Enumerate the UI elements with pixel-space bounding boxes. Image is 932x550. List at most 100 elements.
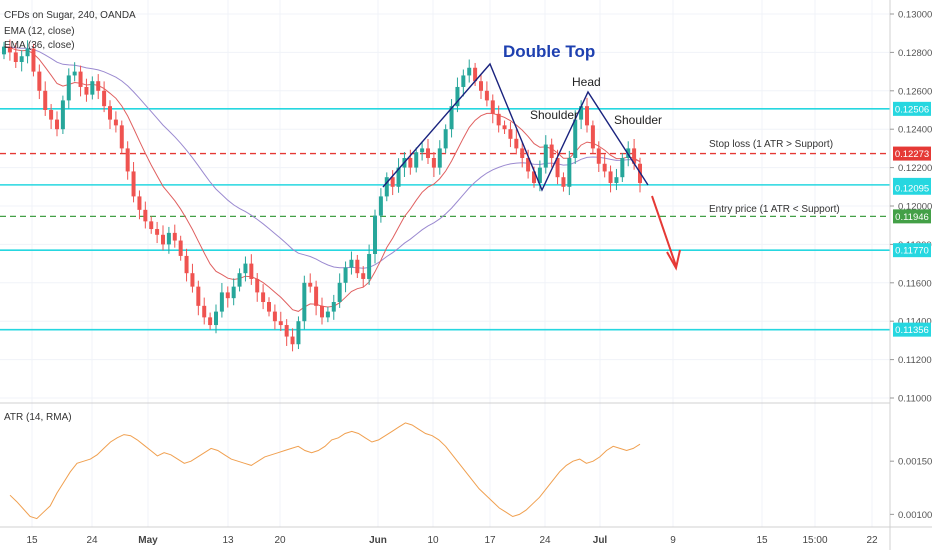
- candle-body: [555, 158, 560, 178]
- candle-body: [267, 302, 271, 312]
- pattern-title: Double Top: [503, 42, 595, 61]
- price-tick-label: 0.12800: [898, 48, 932, 59]
- level-badge: [893, 209, 931, 224]
- candle-body: [208, 317, 213, 326]
- time-tick-label: 24: [539, 535, 551, 546]
- candle-body: [278, 321, 283, 326]
- candle-body: [237, 273, 242, 287]
- candle-body: [19, 56, 24, 62]
- candle-body: [514, 138, 519, 149]
- candle-body: [461, 75, 466, 87]
- time-tick-label: 20: [274, 535, 286, 546]
- candle-body: [25, 48, 30, 57]
- time-tick-label: Jun: [369, 535, 387, 546]
- candle-body: [632, 148, 637, 164]
- time-tick-label: 10: [427, 535, 439, 546]
- ema-36-line: [3, 46, 641, 269]
- candle-body: [384, 177, 389, 197]
- candle-body: [320, 305, 324, 318]
- candle-body: [231, 286, 236, 299]
- shoulder-left-label: Shoulder: [530, 108, 578, 122]
- candle-body: [190, 273, 195, 287]
- time-tick-label: 15: [756, 535, 768, 546]
- time-tick-label: 24: [86, 535, 98, 546]
- candle-body: [573, 119, 578, 158]
- candle-body: [608, 171, 613, 183]
- time-tick-label: 9: [670, 535, 676, 546]
- time-tick-label: 13: [222, 535, 234, 546]
- candle-body: [467, 67, 472, 76]
- candle-body: [367, 254, 372, 279]
- candle-body: [137, 196, 142, 210]
- candle-body: [113, 119, 118, 126]
- candle-body: [60, 100, 65, 130]
- candle-body: [420, 148, 425, 153]
- candle-body: [325, 311, 330, 318]
- candle-body: [496, 113, 501, 126]
- atr-tick-label: 0.00100: [898, 510, 932, 521]
- time-tick-label: May: [138, 535, 158, 546]
- candle-body: [373, 215, 377, 254]
- candle-body: [202, 305, 207, 318]
- candle-body: [214, 311, 218, 326]
- candle-body: [7, 46, 12, 53]
- price-tick-label: 0.12000: [898, 202, 932, 213]
- candle-body: [479, 81, 483, 91]
- time-tick-label: 15: [26, 535, 38, 546]
- level-badge-label: 0.11770: [895, 246, 929, 257]
- candle-body: [443, 129, 448, 149]
- candle-body: [390, 177, 395, 187]
- candle-body: [31, 48, 36, 72]
- candle-body: [378, 196, 383, 216]
- candle-body: [414, 152, 419, 168]
- candle-body: [102, 90, 107, 107]
- price-axis[interactable]: 0.13000 0.12800 0.12600 0.12400 0.12200 0.120…: [890, 10, 932, 405]
- candle-body: [431, 158, 436, 168]
- level-badge-label: 0.11356: [895, 325, 929, 336]
- candle-body: [43, 90, 48, 110]
- atr-tick-label: 0.00150: [898, 457, 932, 468]
- symbol-title: CFDs on Sugar, 240, OANDA: [4, 10, 136, 21]
- candle-body: [579, 106, 584, 120]
- candle-body: [131, 171, 136, 197]
- candle-body: [55, 119, 59, 130]
- candle-body: [172, 232, 177, 241]
- candle-body: [143, 209, 148, 222]
- candle-body: [455, 86, 460, 107]
- candle-body: [155, 229, 160, 235]
- time-axis[interactable]: 15 24 May 13 20 Jun 10 17 24 Jul 9 15 15:00 22: [26, 535, 878, 546]
- candle-body: [272, 311, 277, 322]
- price-tick-label: 0.12600: [898, 86, 932, 97]
- candle-body: [561, 177, 566, 187]
- time-tick-label: 22: [866, 535, 878, 546]
- atr-line: [9, 422, 641, 520]
- atr-legend: ATR (14, RMA): [4, 412, 72, 423]
- candle-body: [620, 158, 625, 178]
- candle-body: [2, 46, 6, 55]
- projection-arrow: [651, 195, 681, 271]
- candle-body: [526, 158, 531, 172]
- candle-body: [543, 144, 548, 168]
- candle-body: [219, 292, 224, 312]
- candle-body: [361, 273, 366, 279]
- candle-body: [349, 259, 354, 268]
- atr-axis[interactable]: 0.00150 0.00100: [890, 457, 932, 521]
- candle-body: [66, 75, 71, 101]
- candlesticks: [2, 39, 642, 352]
- level-badge: [893, 101, 931, 116]
- grid-lines: [0, 0, 890, 527]
- candle-body: [585, 106, 589, 126]
- candle-body: [72, 71, 77, 76]
- candle-body: [302, 282, 307, 322]
- candle-body: [490, 100, 495, 114]
- candle-body: [255, 278, 260, 293]
- price-tick-label: 0.12400: [898, 125, 932, 136]
- candle-body: [225, 292, 230, 299]
- candle-body: [78, 71, 83, 87]
- candle-body: [161, 234, 165, 245]
- price-tick-label: 0.11000: [898, 394, 932, 405]
- candle-body: [426, 148, 430, 158]
- candle-body: [614, 177, 619, 183]
- price-tick-label: 0.11600: [898, 278, 932, 289]
- candle-body: [196, 286, 201, 306]
